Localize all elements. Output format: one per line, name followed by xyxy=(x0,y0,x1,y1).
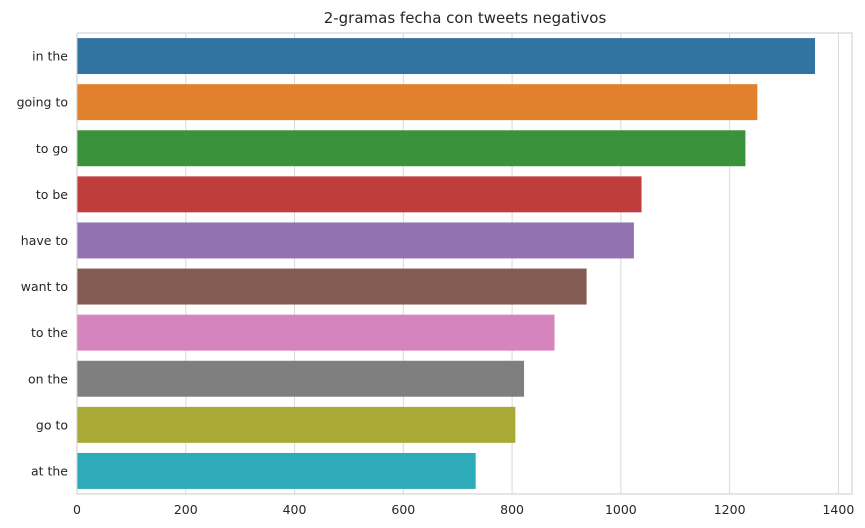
bar-have-to xyxy=(77,222,634,259)
bar-at-the xyxy=(77,452,476,489)
bar-going-to xyxy=(77,84,758,121)
plot-frame xyxy=(76,32,853,495)
y-tick-label: going to xyxy=(17,95,68,110)
y-tick-label: go to xyxy=(36,417,68,432)
y-tick-label: at the xyxy=(31,463,68,478)
x-tick-label: 1200 xyxy=(714,502,746,517)
y-tick-label: to the xyxy=(31,325,68,340)
x-tick-label: 0 xyxy=(73,502,81,517)
y-tick-labels: in the going to to go to be have to want to to… xyxy=(17,49,69,479)
y-tick-label: in the xyxy=(32,49,68,64)
bar-want-to xyxy=(77,268,587,305)
bar-in-the xyxy=(77,38,816,75)
bar-to-the xyxy=(77,314,555,351)
bar-layer xyxy=(77,38,816,489)
x-tick-label: 200 xyxy=(174,502,198,517)
bar-go-to xyxy=(77,406,516,443)
y-tick-label: want to xyxy=(21,279,68,294)
x-tick-label: 800 xyxy=(500,502,524,517)
bar-to-go xyxy=(77,130,746,167)
x-tick-label: 600 xyxy=(391,502,415,517)
bar-to-be xyxy=(77,176,642,213)
x-tick-label: 1400 xyxy=(822,502,854,517)
x-tick-label: 1000 xyxy=(605,502,637,517)
bar-on-the xyxy=(77,360,525,397)
y-tick-label: to be xyxy=(36,187,68,202)
plot-border xyxy=(76,32,853,495)
y-tick-label: on the xyxy=(28,371,68,386)
x-tick-label: 400 xyxy=(283,502,307,517)
y-tick-label: to go xyxy=(36,141,68,156)
chart-title: 2-gramas fecha con tweets negativos xyxy=(324,9,607,27)
y-tick-label: have to xyxy=(21,233,68,248)
x-tick-labels: 0 200 400 600 800 1000 1200 1400 xyxy=(73,502,854,517)
